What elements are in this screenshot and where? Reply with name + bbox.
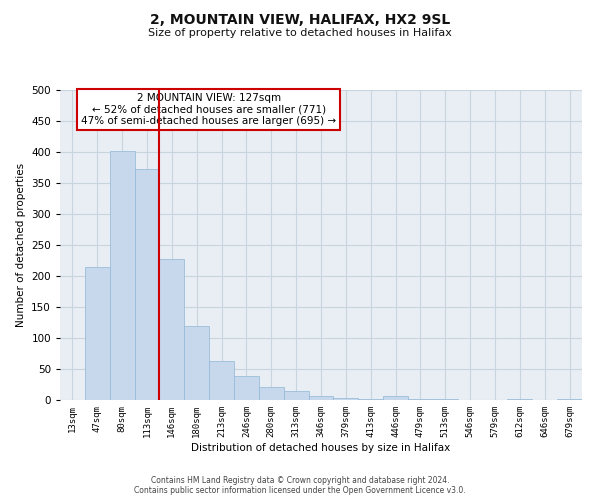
Text: 2 MOUNTAIN VIEW: 127sqm
← 52% of detached houses are smaller (771)
47% of semi-d: 2 MOUNTAIN VIEW: 127sqm ← 52% of detache…	[81, 93, 337, 126]
Bar	[358, 399, 383, 400]
Text: Contains public sector information licensed under the Open Government Licence v3: Contains public sector information licen…	[134, 486, 466, 495]
Bar	[134, 170, 160, 400]
Bar	[184, 326, 209, 400]
Bar	[85, 266, 110, 400]
Text: Contains HM Land Registry data © Crown copyright and database right 2024.: Contains HM Land Registry data © Crown c…	[151, 476, 449, 485]
Bar	[284, 392, 308, 400]
Bar	[408, 399, 433, 400]
X-axis label: Distribution of detached houses by size in Halifax: Distribution of detached houses by size …	[191, 442, 451, 452]
Bar	[234, 376, 259, 400]
Bar	[308, 396, 334, 400]
Text: 2, MOUNTAIN VIEW, HALIFAX, HX2 9SL: 2, MOUNTAIN VIEW, HALIFAX, HX2 9SL	[150, 12, 450, 26]
Bar	[110, 151, 134, 400]
Y-axis label: Number of detached properties: Number of detached properties	[16, 163, 26, 327]
Bar	[259, 387, 284, 400]
Bar	[160, 258, 184, 400]
Bar	[209, 361, 234, 400]
Bar	[383, 396, 408, 400]
Text: Size of property relative to detached houses in Halifax: Size of property relative to detached ho…	[148, 28, 452, 38]
Bar	[334, 398, 358, 400]
